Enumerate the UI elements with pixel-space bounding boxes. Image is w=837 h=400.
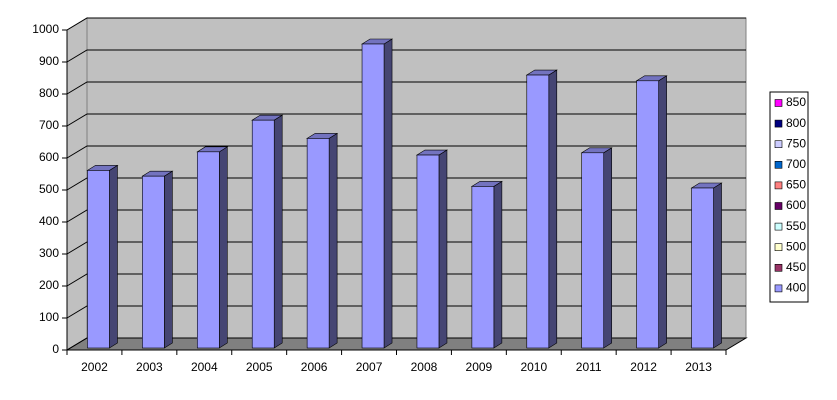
grid-line bbox=[66, 113, 746, 127]
x-tick-label: 2004 bbox=[191, 360, 218, 374]
bar-side bbox=[109, 164, 118, 349]
grid-line bbox=[66, 177, 746, 191]
legend-swatch bbox=[774, 284, 783, 293]
grid-line bbox=[66, 209, 746, 223]
bar bbox=[361, 43, 385, 349]
bar-side bbox=[164, 170, 173, 349]
legend-label: 450 bbox=[786, 260, 806, 274]
x-tick-label: 2013 bbox=[685, 360, 712, 374]
y-tick-label: 600 bbox=[39, 150, 59, 164]
y-tick-label: 700 bbox=[39, 118, 59, 132]
legend-swatch bbox=[774, 161, 783, 169]
legend-label: 400 bbox=[786, 281, 806, 295]
legend-label: 500 bbox=[786, 239, 806, 253]
x-tick-label: 2010 bbox=[520, 360, 547, 374]
grid-line bbox=[66, 49, 746, 63]
bar-side bbox=[713, 182, 722, 349]
bar-side bbox=[603, 147, 613, 349]
x-tick-label: 2006 bbox=[301, 360, 328, 374]
y-tick-label: 400 bbox=[39, 214, 59, 228]
legend-swatch bbox=[774, 140, 783, 148]
x-tick-label: 2007 bbox=[356, 360, 383, 374]
grid-line bbox=[66, 145, 746, 159]
bar-side bbox=[493, 180, 503, 349]
bar-side bbox=[218, 146, 228, 349]
x-tick-label: 2012 bbox=[630, 360, 657, 374]
grid-line bbox=[66, 241, 746, 255]
bar-side bbox=[383, 38, 393, 349]
grid-line bbox=[66, 337, 746, 351]
x-tick-label: 2005 bbox=[246, 360, 273, 374]
bar-side bbox=[328, 132, 338, 349]
legend-swatch bbox=[774, 99, 783, 107]
bar-side bbox=[548, 69, 558, 349]
legend-swatch bbox=[774, 243, 783, 251]
y-tick-label: 800 bbox=[39, 86, 59, 100]
bar-side bbox=[273, 114, 283, 349]
y-tick-label: 200 bbox=[39, 278, 59, 292]
y-tick-label: 300 bbox=[39, 246, 59, 260]
x-tick-label: 2008 bbox=[411, 360, 438, 374]
y-tick-label: 100 bbox=[39, 310, 59, 324]
bar bbox=[526, 74, 550, 349]
legend-label: 800 bbox=[786, 116, 806, 130]
bar-side bbox=[658, 75, 667, 349]
y-tick-label: 0 bbox=[52, 342, 59, 356]
legend-label: 750 bbox=[786, 136, 806, 150]
legend-label: 850 bbox=[786, 95, 806, 109]
legend-label: 550 bbox=[786, 219, 806, 233]
x-tick-label: 2009 bbox=[466, 360, 493, 374]
legend-swatch bbox=[774, 202, 783, 210]
bar-side bbox=[438, 149, 448, 349]
grid-line bbox=[66, 17, 746, 31]
x-tick-label: 2011 bbox=[576, 360, 602, 374]
grid-line bbox=[66, 305, 746, 319]
bar bbox=[691, 187, 714, 349]
legend-label: 650 bbox=[786, 178, 806, 192]
grid-line bbox=[66, 81, 746, 95]
bar bbox=[581, 152, 605, 349]
legend-label: 600 bbox=[786, 198, 806, 212]
y-tick-label: 900 bbox=[39, 54, 59, 68]
bar bbox=[471, 186, 495, 349]
x-tick-label: 2002 bbox=[81, 360, 108, 374]
bar bbox=[636, 80, 659, 349]
legend-label: 700 bbox=[786, 157, 806, 171]
y-tick-label: 500 bbox=[39, 182, 59, 196]
legend-swatch bbox=[774, 263, 783, 272]
bar bbox=[306, 138, 330, 349]
legend-swatch bbox=[774, 119, 783, 128]
bar bbox=[87, 170, 110, 349]
legend-swatch bbox=[774, 181, 783, 190]
legend-swatch bbox=[774, 222, 783, 231]
bar bbox=[196, 151, 220, 349]
grid-line bbox=[66, 273, 746, 287]
y-tick-label: 1000 bbox=[32, 22, 59, 36]
bar bbox=[142, 175, 165, 349]
bar bbox=[251, 119, 275, 349]
x-tick-label: 2003 bbox=[136, 360, 163, 374]
bar bbox=[416, 154, 440, 349]
